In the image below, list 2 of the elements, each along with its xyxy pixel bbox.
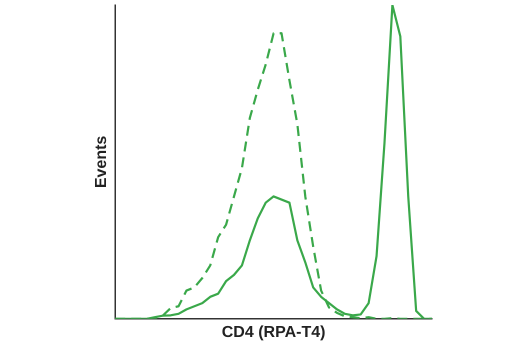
y-axis-title: Events (93, 136, 110, 188)
x-axis-title: CD4 (RPA-T4) (222, 324, 326, 341)
